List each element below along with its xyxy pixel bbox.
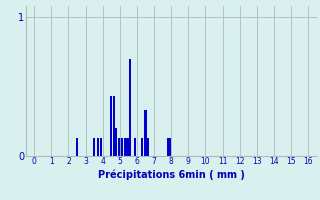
Bar [144,110,147,156]
Bar [115,128,117,156]
Bar [93,138,95,156]
Bar [118,138,120,156]
Bar [126,138,129,156]
Bar [76,138,78,156]
Bar [129,59,131,156]
Bar [167,138,169,156]
Bar [134,138,136,156]
Bar [97,138,99,156]
Bar [141,138,143,156]
Bar [113,96,115,156]
X-axis label: Précipitations 6min ( mm ): Précipitations 6min ( mm ) [98,169,244,180]
Bar [121,138,123,156]
Bar [110,96,112,156]
Bar [124,138,126,156]
Bar [100,138,102,156]
Bar [169,138,172,156]
Bar [147,138,149,156]
